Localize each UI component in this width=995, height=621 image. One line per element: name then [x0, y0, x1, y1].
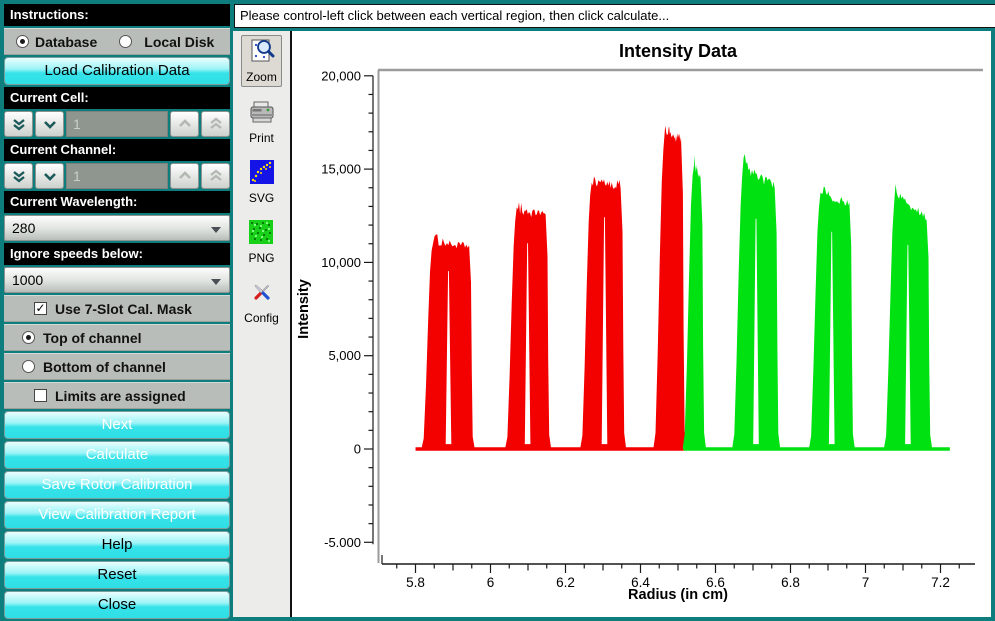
series-green [682, 153, 950, 451]
speed-cutoff-value: 1000 [12, 272, 44, 288]
x-tick-label: 7.2 [931, 575, 950, 590]
band-gap [445, 271, 452, 445]
bottom-of-channel-row: Bottom of channel [4, 353, 230, 380]
top-of-channel-row: Top of channel [4, 324, 230, 351]
zoom-tool-button[interactable]: Zoom [241, 35, 282, 87]
action-button-stack: Next Calculate Save Rotor Calibration View … [4, 411, 230, 619]
y-tick-label: 0 [354, 442, 361, 457]
top-of-channel-radio[interactable] [22, 331, 35, 344]
y-tick-label: -5.000 [324, 535, 361, 550]
intensity-plot[interactable]: Intensity Data Intensity Radius (in cm) 20,… [292, 31, 991, 617]
control-panel: Instructions: Database Local Disk Load C… [4, 4, 230, 619]
status-instruction-field[interactable]: Please control-left click between each v… [234, 4, 995, 28]
current-channel-spinner: 1 [4, 163, 230, 189]
load-calibration-data-button[interactable]: Load Calibration Data [4, 57, 230, 85]
intensity-band [653, 125, 687, 449]
x-tick-label: 6.6 [706, 575, 725, 590]
config-tool-label: Config [244, 311, 279, 325]
print-icon [249, 99, 275, 130]
y-tick-label: 5,000 [328, 348, 361, 363]
wavelength-value: 280 [12, 220, 36, 236]
speed-cutoff-dropdown[interactable]: 1000 [4, 267, 230, 293]
x-tick-label: 5.8 [406, 575, 425, 590]
database-radio[interactable] [16, 35, 29, 48]
plot-title: Intensity Data [619, 41, 738, 61]
band-gap [753, 218, 759, 445]
zoom-tool-label: Zoom [246, 70, 277, 84]
channel-increment-button[interactable] [170, 163, 199, 189]
top-of-channel-label: Top of channel [43, 329, 142, 346]
help-button[interactable]: Help [4, 531, 230, 559]
mask-checkbox-row: ✓ Use 7-Slot Cal. Mask [4, 295, 230, 322]
limits-assigned-label: Limits are assigned [55, 387, 186, 404]
limits-assigned-checkbox[interactable] [34, 389, 47, 402]
band-gap [524, 243, 531, 445]
chevron-down-icon [211, 279, 221, 285]
y-axis-title: Intensity [296, 279, 312, 339]
x-tick-label: 6.8 [781, 575, 800, 590]
plot-toolbar: Zoom Print [233, 31, 290, 617]
band-gap [601, 217, 608, 445]
png-export-button[interactable]: PNG [244, 217, 278, 267]
close-button[interactable]: Close [4, 591, 230, 619]
limits-checkbox-row: Limits are assigned [4, 382, 230, 409]
band-gap [905, 244, 911, 445]
bottom-of-channel-label: Bottom of channel [43, 358, 166, 375]
cell-value-field[interactable]: 1 [66, 111, 168, 137]
print-tool-button[interactable]: Print [245, 97, 279, 147]
data-source-row: Database Local Disk [4, 28, 230, 55]
x-axis-title: Radius (in cm) [628, 587, 728, 603]
channel-value-field[interactable]: 1 [66, 163, 168, 189]
x-tick-label: 6.4 [631, 575, 650, 590]
use-mask-checkbox[interactable]: ✓ [34, 301, 47, 315]
series-red [415, 125, 687, 451]
use-mask-label: Use 7-Slot Cal. Mask [55, 300, 192, 317]
reset-button[interactable]: Reset [4, 561, 230, 589]
current-wavelength-label: Current Wavelength: [4, 191, 230, 213]
band-gap [828, 231, 835, 445]
view-calibration-report-button[interactable]: View Calibration Report [4, 501, 230, 529]
current-cell-label: Current Cell: [4, 87, 230, 109]
calculate-button[interactable]: Calculate [4, 441, 230, 469]
ignore-speeds-label: Ignore speeds below: [4, 243, 230, 265]
svg-export-button[interactable]: SVG [245, 157, 279, 207]
png-export-label: PNG [248, 251, 275, 265]
next-button[interactable]: Next [4, 411, 230, 439]
x-tick-label: 6 [487, 575, 495, 590]
print-tool-label: Print [249, 131, 274, 145]
intensity-band [682, 155, 706, 449]
local-disk-radio-label: Local Disk [144, 33, 215, 50]
current-channel-label: Current Channel: [4, 139, 230, 161]
bottom-of-channel-radio[interactable] [22, 360, 35, 373]
database-radio-label: Database [35, 33, 98, 50]
save-rotor-calibration-button[interactable]: Save Rotor Calibration [4, 471, 230, 499]
channel-fast-increment-button[interactable] [201, 163, 230, 189]
channel-fast-decrement-button[interactable] [4, 163, 33, 189]
png-file-icon [248, 219, 274, 250]
cell-increment-button[interactable] [170, 111, 199, 137]
svg-export-label: SVG [248, 191, 275, 205]
svg-file-icon [249, 159, 275, 190]
channel-decrement-button[interactable] [35, 163, 64, 189]
cell-fast-increment-button[interactable] [201, 111, 230, 137]
cell-fast-decrement-button[interactable] [4, 111, 33, 137]
instructions-label: Instructions: [4, 4, 230, 26]
x-tick-label: 6.2 [556, 575, 575, 590]
chevron-down-icon [211, 227, 221, 233]
cell-decrement-button[interactable] [35, 111, 64, 137]
plot-panel: Intensity Data Intensity Radius (in cm) 20,… [292, 31, 991, 617]
y-tick-label: 15,000 [321, 162, 361, 177]
current-cell-spinner: 1 [4, 111, 230, 137]
config-tool-button[interactable]: Config [240, 277, 283, 327]
x-tick-label: 7 [862, 575, 870, 590]
panel-separator [290, 31, 292, 617]
wavelength-dropdown[interactable]: 280 [4, 215, 230, 241]
y-tick-label: 10,000 [321, 255, 361, 270]
zoom-icon [249, 38, 275, 69]
y-tick-label: 20,000 [321, 68, 361, 83]
config-tools-icon [249, 279, 275, 310]
local-disk-radio[interactable] [119, 35, 133, 48]
